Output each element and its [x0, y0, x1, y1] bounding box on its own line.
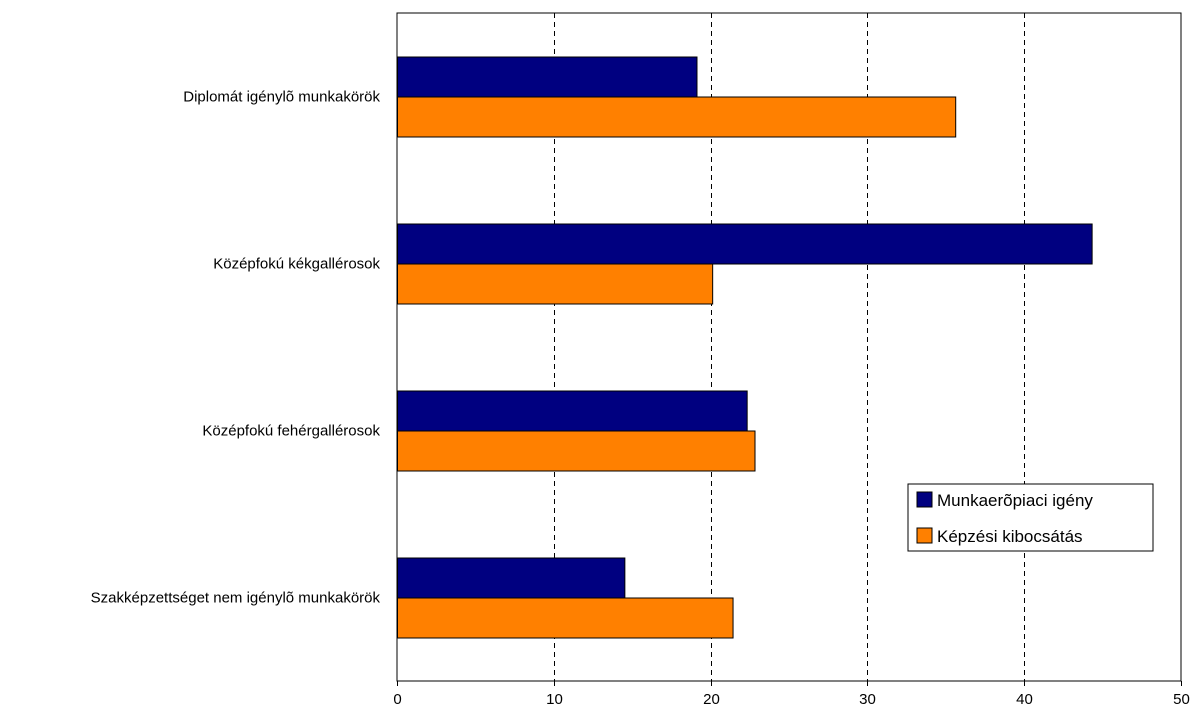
legend-swatch-munkaeropiaci — [916, 491, 933, 508]
x-axis-ticks: 0 10 20 30 40 50 — [393, 681, 1190, 708]
bar-munkaeropiaci-igeny — [397, 223, 1093, 265]
x-tick-label: 50 — [1173, 691, 1190, 708]
bar-kepzesi-kibocsatas — [397, 430, 756, 472]
bar-munkaeropiaci-igeny — [397, 557, 626, 599]
category-label: Szakképzettséget nem igénylõ munkakörök — [91, 590, 381, 607]
bar-munkaeropiaci-igeny — [397, 56, 698, 98]
category-label: Középfokú kékgallérosok — [213, 256, 380, 273]
x-tick-label: 10 — [546, 691, 563, 708]
x-tick-label: 40 — [1016, 691, 1033, 708]
legend: Munkaerõpiaci igény Képzési kibocsátás — [907, 483, 1154, 552]
x-tick-label: 20 — [703, 691, 720, 708]
legend-label-kepzesi: Képzési kibocsátás — [937, 527, 1083, 546]
legend-swatch-kepzesi — [916, 527, 933, 544]
category-label: Középfokú fehérgallérosok — [202, 423, 380, 440]
category-labels: Diplomát igénylõ munkakörök Középfokú kék… — [91, 89, 381, 607]
legend-box — [907, 483, 1154, 552]
bar-kepzesi-kibocsatas — [397, 263, 714, 305]
legend-label-munkaeropiaci: Munkaerõpiaci igény — [937, 491, 1093, 510]
x-tick-label: 0 — [393, 691, 401, 708]
plot-area-frame — [396, 12, 1182, 682]
category-label: Diplomát igénylõ munkakörök — [183, 89, 380, 106]
bar-munkaeropiaci-igeny — [397, 390, 748, 432]
bar-kepzesi-kibocsatas — [397, 597, 734, 639]
x-tick-label: 30 — [859, 691, 876, 708]
bar-kepzesi-kibocsatas — [397, 96, 957, 138]
bars — [397, 56, 1093, 639]
